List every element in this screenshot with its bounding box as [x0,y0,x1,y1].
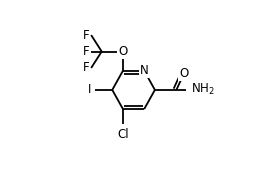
Text: O: O [118,45,128,58]
Text: NH$_2$: NH$_2$ [191,82,215,97]
Text: Cl: Cl [117,128,129,141]
Text: I: I [88,83,91,96]
Text: F: F [83,61,90,74]
Text: F: F [83,28,90,42]
Text: F: F [83,45,90,58]
Text: N: N [140,64,149,77]
Text: O: O [179,67,188,80]
